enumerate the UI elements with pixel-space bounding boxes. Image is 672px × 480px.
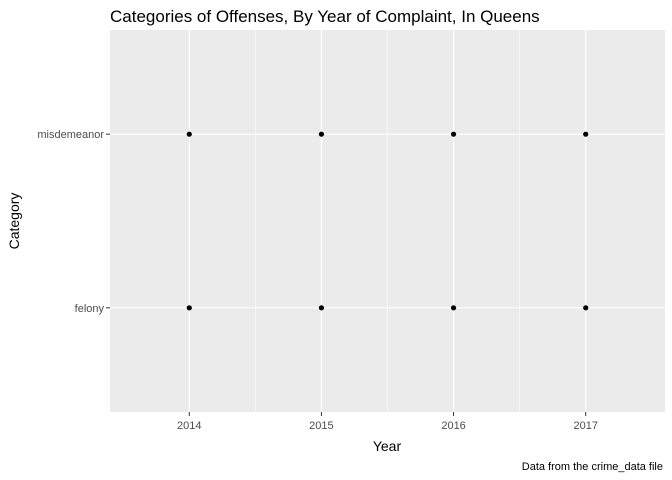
y-axis-ticks: felony misdemeanor (37, 129, 110, 315)
y-tick-label: misdemeanor (37, 129, 104, 141)
data-point (583, 131, 589, 137)
chart-title: Categories of Offenses, By Year of Compl… (110, 7, 540, 26)
data-point (450, 131, 457, 137)
grid-minor (255, 30, 520, 412)
points (186, 131, 589, 311)
x-tick-label: 2015 (309, 420, 333, 432)
data-point (450, 305, 457, 311)
x-tick-label: 2016 (441, 420, 465, 432)
data-point (318, 305, 325, 311)
data-point (186, 131, 192, 137)
y-axis-label: Category (6, 193, 22, 250)
data-point (583, 305, 589, 311)
grid-major (110, 30, 665, 412)
data-point (186, 305, 192, 311)
x-axis-ticks: 2014 2015 2016 2017 (177, 412, 598, 432)
x-tick-label: 2017 (573, 420, 597, 432)
caption: Data from the crime_data file (522, 461, 663, 473)
y-tick-label: felony (75, 303, 105, 315)
x-axis-label: Year (373, 438, 402, 454)
data-point (318, 131, 325, 137)
x-tick-label: 2014 (177, 420, 201, 432)
